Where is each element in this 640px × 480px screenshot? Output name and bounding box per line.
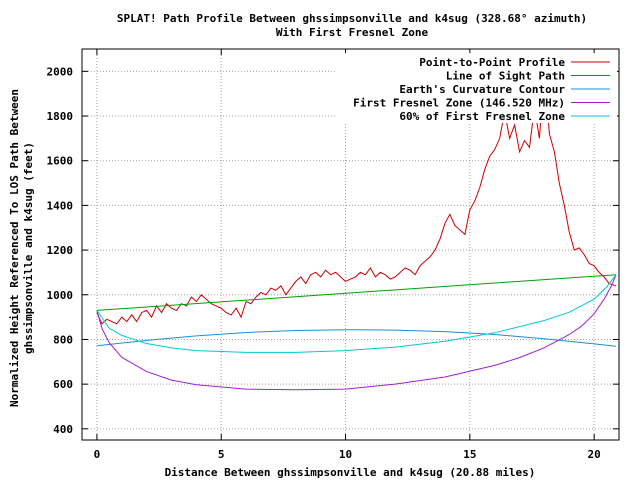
legend-label: First Fresnel Zone (146.520 MHz) <box>353 97 565 110</box>
legend-background <box>335 53 617 123</box>
y-tick-label: 2000 <box>47 65 74 78</box>
y-tick-label: 600 <box>53 378 73 391</box>
earth-curvature-line <box>96 329 617 347</box>
y-tick-label: 1200 <box>47 244 74 257</box>
y-axis-label-line1: Normalized Height Referenced To LOS Path… <box>8 89 21 407</box>
fresnel-zone-line <box>96 274 617 391</box>
chart-subtitle: With First Fresnel Zone <box>276 26 429 39</box>
y-tick-label: 1800 <box>47 110 74 123</box>
y-tick-label: 400 <box>53 423 73 436</box>
chart-title: SPLAT! Path Profile Between ghssimpsonvi… <box>117 12 587 25</box>
y-tick-label: 1400 <box>47 199 74 212</box>
y-tick-label: 1600 <box>47 155 74 168</box>
x-axis-label: Distance Between ghssimpsonville and k4s… <box>165 466 536 479</box>
x-tick-label: 20 <box>588 448 601 461</box>
x-tick-label: 0 <box>94 448 101 461</box>
axis-ticks: 400 600 800 1000 1200 1400 1600 1800 2000 0 5 10 15 2… <box>47 49 619 461</box>
x-tick-label: 15 <box>463 448 476 461</box>
legend-label: Point-to-Point Profile <box>419 56 565 69</box>
line-of-sight-line <box>96 274 617 311</box>
legend-label: Line of Sight Path <box>446 70 565 83</box>
y-axis-label-line2: ghssimpsonville and k4sug (feet) <box>22 142 35 354</box>
x-tick-label: 5 <box>218 448 225 461</box>
y-tick-label: 1000 <box>47 289 74 302</box>
y-tick-label: 800 <box>53 333 73 346</box>
x-tick-label: 10 <box>339 448 352 461</box>
legend-label: 60% of First Fresnel Zone <box>399 110 565 123</box>
fresnel-60-line <box>96 274 617 353</box>
data-series <box>96 71 617 391</box>
legend-label: Earth's Curvature Contour <box>399 83 565 96</box>
plot-frame <box>81 48 620 441</box>
